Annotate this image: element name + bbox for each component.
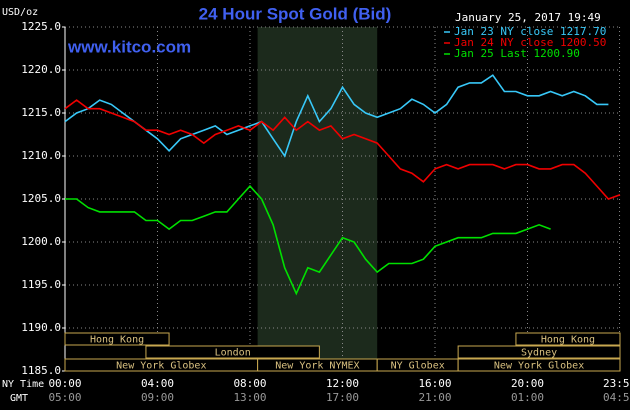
session-label: London [215, 348, 251, 359]
session-bar [457, 358, 621, 372]
legend-label: Jan 24 NY close 1200.50 [454, 36, 606, 49]
session-label: New York Globex [116, 361, 206, 372]
watermark: www.kitco.com [67, 37, 191, 56]
gmt-tick-label: 13:00 [233, 391, 266, 404]
timestamp: January 25, 2017 19:49 [455, 11, 601, 24]
session-label: New York NYMEX [275, 361, 359, 372]
x-axis-label: NY Time [2, 379, 44, 390]
legend-label: Jan 25 Last 1200.90 [454, 47, 580, 60]
x-tick-label: 00:00 [48, 377, 81, 390]
session-label: New York Globex [494, 361, 584, 372]
series-line [65, 184, 551, 296]
gmt-tick-label: 09:00 [141, 391, 174, 404]
gmt-tick-label: 01:00 [511, 391, 544, 404]
chart-title: 24 Hour Spot Gold (Bid) [199, 4, 392, 23]
session-bar [145, 345, 320, 359]
y-tick-label: 1200.0 [21, 235, 61, 248]
gmt-tick-label: 04:59 [603, 391, 630, 404]
legend-label: Jan 23 NY close 1217.70 [454, 25, 606, 38]
series-line [64, 74, 609, 158]
x-tick-label: 20:00 [511, 377, 544, 390]
x-tick-label: 16:00 [418, 377, 451, 390]
y-axis-label: USD/oz [2, 7, 38, 18]
y-tick-label: 1185.0 [21, 364, 61, 377]
session-bar [515, 332, 621, 346]
gmt-tick-label: 05:00 [48, 391, 81, 404]
x-tick-label: 23:59 [603, 377, 630, 390]
y-tick-label: 1225.0 [21, 20, 61, 33]
y-tick-label: 1195.0 [21, 278, 61, 291]
series-line [64, 99, 621, 200]
x-tick-label: 08:00 [233, 377, 266, 390]
y-tick-label: 1205.0 [21, 192, 61, 205]
gmt-tick-label: 21:00 [418, 391, 451, 404]
x-axis-label: GMT [10, 393, 28, 404]
session-label: Sydney [521, 348, 557, 359]
y-tick-label: 1210.0 [21, 149, 61, 162]
y-tick-label: 1220.0 [21, 63, 61, 76]
session-label: Hong Kong [541, 335, 595, 346]
x-tick-label: 04:00 [141, 377, 174, 390]
gmt-tick-label: 17:00 [326, 391, 359, 404]
y-tick-label: 1215.0 [21, 106, 61, 119]
session-bar [457, 345, 621, 359]
x-tick-label: 12:00 [326, 377, 359, 390]
session-label: Hong Kong [90, 335, 144, 346]
y-tick-label: 1190.0 [21, 321, 61, 334]
session-label: NY Globex [391, 361, 445, 372]
session-bar [64, 332, 170, 346]
